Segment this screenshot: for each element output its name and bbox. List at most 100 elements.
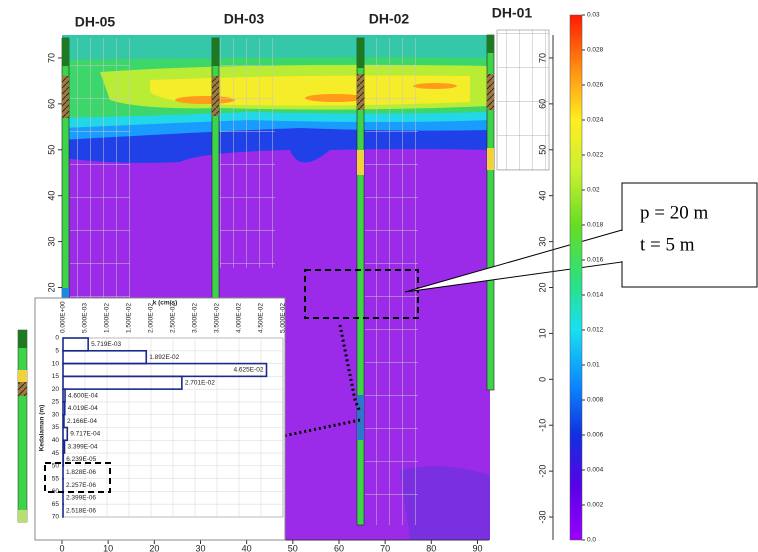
y2-tick-label: 70 bbox=[537, 53, 547, 63]
colorbar-tick-label: 0.02 bbox=[587, 187, 600, 194]
colorbar-tick-label: 0.016 bbox=[587, 257, 604, 264]
pointer-arrow bbox=[338, 324, 362, 413]
x-tick-label: 50 bbox=[288, 543, 298, 552]
borehole-layer bbox=[62, 38, 69, 66]
borehole-layer bbox=[487, 148, 494, 170]
y-tick-label: 15 bbox=[52, 373, 60, 380]
colorbar-tick-label: 0.03 bbox=[587, 12, 600, 19]
x-tick-label: 10 bbox=[103, 543, 113, 552]
colorbar-tick-label: 0.024 bbox=[587, 117, 604, 124]
value-label: 2.399E-06 bbox=[66, 495, 96, 502]
value-label: 9.717E-04 bbox=[70, 431, 100, 438]
borehole-layer bbox=[212, 76, 219, 116]
borehole-column bbox=[356, 37, 365, 526]
x-tick-label: 5.000E-02 bbox=[280, 303, 287, 333]
colorbar-tick-label: 0.014 bbox=[587, 292, 604, 299]
x-tick-label: 70 bbox=[380, 543, 390, 552]
borehole-grid bbox=[365, 38, 418, 525]
x-tick-label: 90 bbox=[472, 543, 482, 552]
colorbar-tick-label: 0.008 bbox=[587, 397, 604, 404]
callout-text: p = 20 m bbox=[640, 202, 708, 223]
pointer-arrow bbox=[119, 418, 361, 472]
boreholes bbox=[61, 29, 550, 526]
x-tick-label: 1.000E-02 bbox=[104, 303, 111, 333]
y-tick-label: 20 bbox=[46, 282, 56, 292]
value-label: 3.399E-04 bbox=[67, 443, 97, 450]
y2-tick-label: 20 bbox=[537, 282, 547, 292]
value-label: 1.892E-02 bbox=[149, 354, 179, 361]
y-tick-label: 50 bbox=[52, 463, 60, 470]
colorbar-tick-label: 0.028 bbox=[587, 47, 604, 54]
value-label: 2.257E-06 bbox=[66, 482, 96, 489]
y2-tick-label: 60 bbox=[537, 99, 547, 109]
value-label: 2.166E-04 bbox=[67, 418, 97, 425]
x-tick-label: 3.000E-02 bbox=[192, 303, 199, 333]
colorbar-tick-label: 0.01 bbox=[587, 362, 600, 369]
step-bar bbox=[62, 375, 183, 390]
y-tick-label: 60 bbox=[52, 488, 60, 495]
step-bar bbox=[62, 439, 66, 454]
x-tick-label: 40 bbox=[242, 543, 252, 552]
y-tick-label: 10 bbox=[52, 360, 60, 367]
y-tick-label: 40 bbox=[46, 191, 56, 201]
y2-tick-label: 10 bbox=[537, 328, 547, 338]
value-label: 5.719E-03 bbox=[91, 341, 121, 348]
legend-strip bbox=[17, 329, 28, 523]
colorbar-tick-label: 0.0 bbox=[587, 537, 596, 544]
x-tick-label: 5.000E-03 bbox=[82, 303, 89, 333]
selection-box bbox=[44, 462, 111, 493]
callout-text: t = 5 m bbox=[640, 234, 695, 255]
colorbar-tick-label: 0.026 bbox=[587, 82, 604, 89]
value-label: 4.625E-02 bbox=[234, 367, 264, 374]
colorbar-tick-label: 0.004 bbox=[587, 467, 604, 474]
y2-tick-label: 50 bbox=[537, 145, 547, 155]
y-tick-label: 55 bbox=[52, 475, 60, 482]
borehole-layer bbox=[487, 74, 494, 110]
borehole-layer bbox=[62, 76, 69, 118]
x-tick-label: 0 bbox=[59, 543, 64, 552]
x-tick-label: 20 bbox=[149, 543, 159, 552]
borehole-grid bbox=[70, 38, 130, 298]
colorbar-tick-label: 0.002 bbox=[587, 502, 604, 509]
borehole-layer bbox=[212, 38, 219, 66]
y2-tick-label: 0 bbox=[537, 377, 547, 382]
y-tick-label: 70 bbox=[52, 514, 60, 521]
x-tick-label: 3.500E-02 bbox=[214, 303, 221, 333]
colorbar-tick-label: 0.006 bbox=[587, 432, 604, 439]
borehole-layer bbox=[357, 74, 364, 110]
y2-tick-label: -20 bbox=[537, 465, 547, 478]
y-tick-label: 70 bbox=[46, 53, 56, 63]
x-tick-label: 0.000E+00 bbox=[60, 301, 67, 333]
y-tick-label: 60 bbox=[46, 99, 56, 109]
x-tick-label: 2.000E-02 bbox=[148, 303, 155, 333]
inset-y-label: Kedalaman (m) bbox=[39, 405, 46, 452]
x-tick-label: 1.500E-02 bbox=[126, 303, 133, 333]
colorbar bbox=[569, 14, 583, 541]
x-tick-label: 60 bbox=[334, 543, 344, 552]
y-tick-label: 35 bbox=[52, 424, 60, 431]
borehole-label: DH-02 bbox=[369, 11, 410, 27]
y-tick-label: 25 bbox=[52, 399, 60, 406]
y2-tick-label: -30 bbox=[537, 511, 547, 524]
borehole-label: DH-03 bbox=[224, 11, 265, 27]
value-label: 4.600E-04 bbox=[68, 392, 98, 399]
value-label: 4.019E-04 bbox=[68, 405, 98, 412]
borehole-layer bbox=[357, 150, 364, 175]
borehole-layer bbox=[357, 38, 364, 68]
value-label: 2.518E-06 bbox=[66, 507, 96, 514]
borehole-label: DH-01 bbox=[492, 5, 533, 21]
borehole-grid bbox=[496, 29, 550, 171]
y-tick-label: 45 bbox=[52, 450, 60, 457]
y-tick-label: 30 bbox=[46, 237, 56, 247]
value-label: 2.701E-02 bbox=[185, 379, 215, 386]
x-tick-label: 30 bbox=[195, 543, 205, 552]
colorbar-tick-label: 0.018 bbox=[587, 222, 604, 229]
borehole-layer bbox=[487, 35, 494, 53]
borehole-grid bbox=[220, 38, 275, 268]
x-tick-label: 4.500E-02 bbox=[258, 303, 265, 333]
y-tick-label: 20 bbox=[52, 386, 60, 393]
value-label: 6.239E-05 bbox=[66, 456, 96, 463]
inset-chart: k (cm/s) Kedalaman (m) 0.000E+00 5.000E-0… bbox=[34, 297, 287, 541]
x-tick-label: 4.000E-02 bbox=[236, 303, 243, 333]
